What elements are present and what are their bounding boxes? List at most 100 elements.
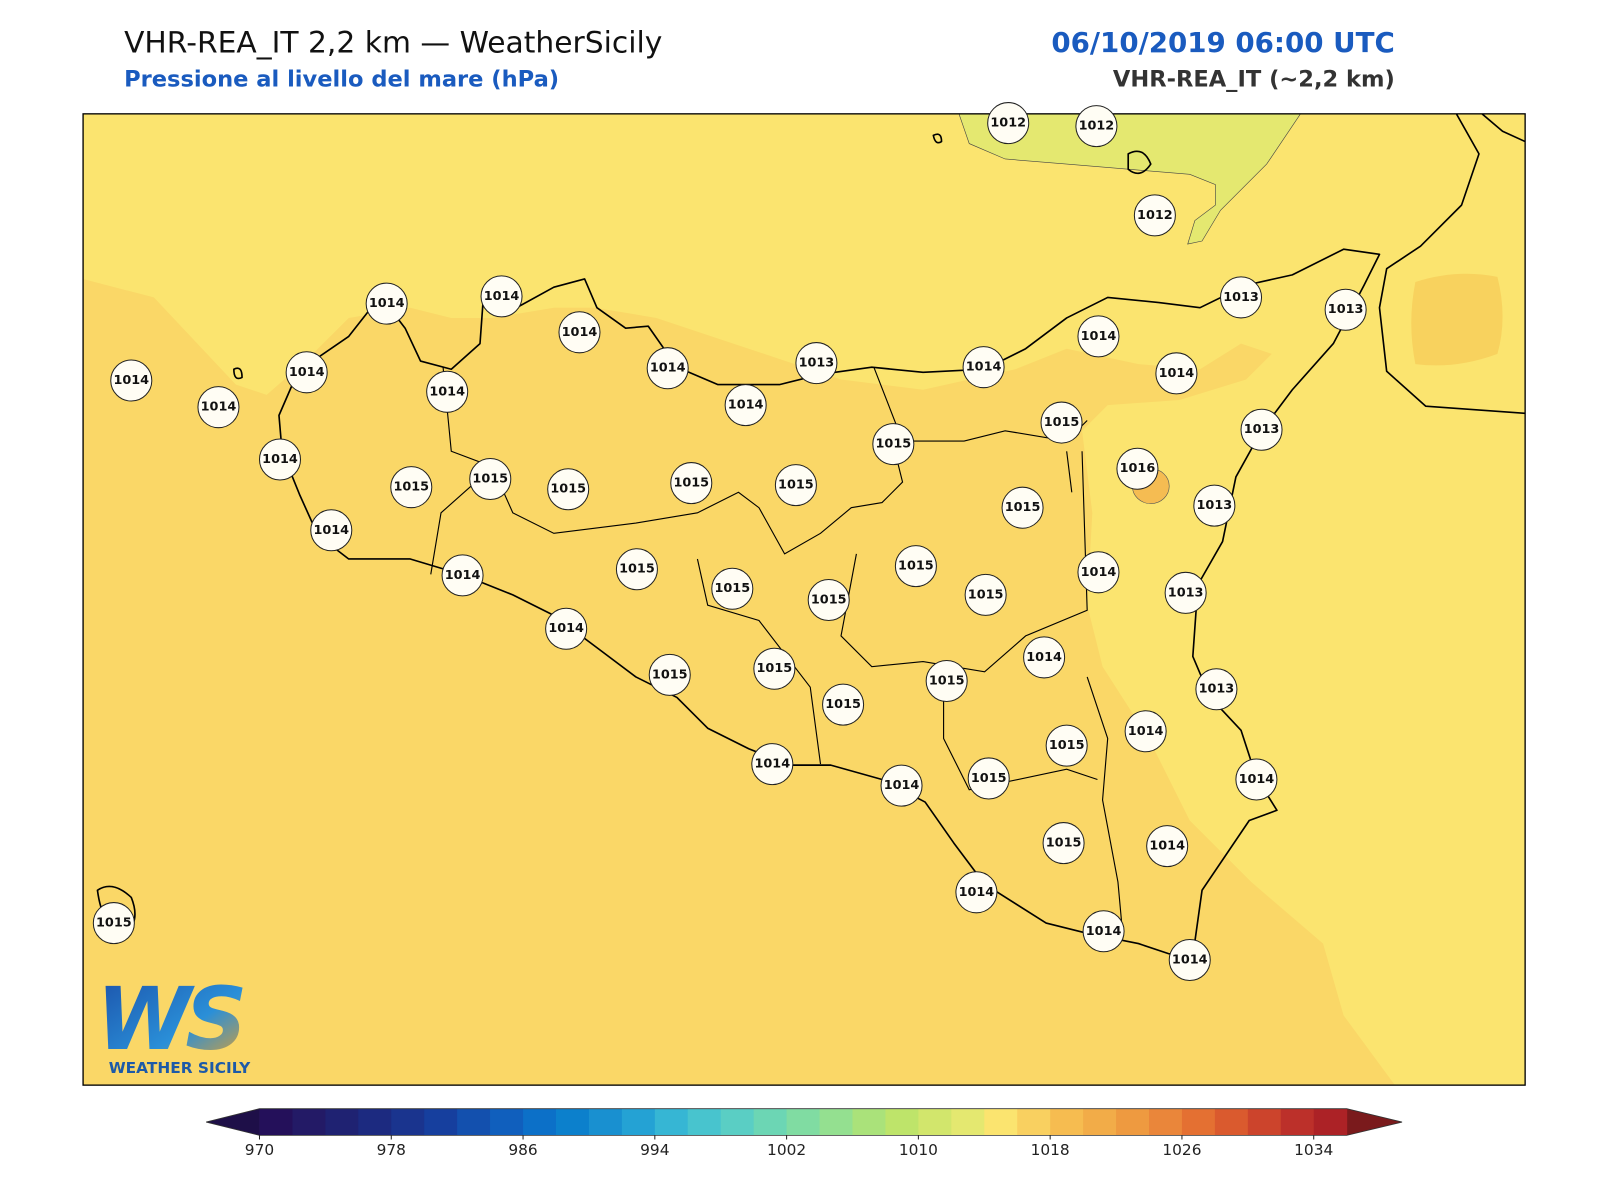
logo: WS WEATHER SICILY [96,970,251,1077]
colorbar-box [1148,1108,1183,1136]
station-value: 1014 [728,398,764,413]
station-value: 1015 [968,587,1004,602]
station-value: 1015 [1005,500,1041,515]
station: 1015 [615,548,658,591]
station: 1014 [197,386,240,429]
field-1014-blob [1411,273,1503,366]
station-marker [807,578,850,622]
station-marker [711,567,754,610]
station: 1013 [1324,288,1367,331]
station-value: 1015 [1049,738,1085,753]
station-value: 1015 [1044,415,1080,430]
station-marker [1040,401,1083,444]
station: 1015 [547,468,590,511]
station: 1015 [648,653,691,696]
station-marker [1116,447,1159,490]
station: 1015 [753,647,796,690]
station-value: 1013 [1244,422,1280,437]
colorbar: 970 978 986 994 1002 1010 1018 1026 1034 [206,1108,1403,1159]
colorbar-box [391,1108,425,1136]
station-marker [962,346,1005,389]
station-value: 1014 [884,778,920,793]
station-value: 1015 [757,661,793,676]
colorbar-box [424,1108,458,1136]
station: 1012 [1075,105,1118,148]
colorbar-box [786,1108,821,1136]
colorbar-box [1050,1108,1084,1136]
station: 1013 [1219,276,1263,319]
colorbar-box [259,1108,293,1136]
title: VHR-REA_IT 2,2 km — WeatherSicily [124,26,662,61]
station-value: 1015 [472,471,508,486]
station: 1014 [1077,315,1120,358]
station-value: 1014 [650,361,686,376]
station: 1014 [724,384,767,427]
station-marker [545,607,588,650]
station-value: 1014 [966,360,1002,375]
station: 1015 [390,466,433,509]
station-value: 1013 [1197,498,1233,513]
station-value: 1014 [289,365,325,380]
station-marker [822,683,865,726]
station-value: 1015 [778,478,814,493]
station-value: 1015 [550,482,586,497]
station-value: 1012 [990,116,1026,131]
colorbar-box [753,1108,788,1136]
colorbar-box [1083,1108,1117,1136]
station-value: 1014 [262,452,298,467]
colorbar-over [1346,1108,1403,1136]
colorbar-box [523,1108,557,1136]
station-marker [955,871,998,914]
station: 1015 [1001,486,1044,529]
station: 1014 [880,764,923,807]
colorbar-box [1214,1108,1249,1136]
station-value: 1013 [1223,290,1259,305]
station-value: 1015 [875,437,911,452]
colorbar-box [819,1108,854,1136]
station-value: 1014 [201,400,237,415]
station-value: 1014 [1172,953,1208,968]
station: 1015 [822,683,865,726]
station: 1015 [872,423,915,466]
station: 1013 [1193,484,1236,527]
colorbar-box [1017,1108,1051,1136]
station-value: 1014 [1159,366,1195,381]
station-marker [1077,551,1120,594]
colorbar-box [1116,1108,1150,1136]
station-marker [894,545,937,588]
station-value: 1015 [652,667,688,682]
station-marker [1235,758,1278,801]
station-value: 1014 [754,757,790,772]
station: 1014 [285,351,328,394]
station-marker [1075,105,1118,148]
station: 1015 [967,757,1010,800]
colorbar-tick-label: 970 [245,1141,274,1159]
station: 1014 [365,282,408,325]
station-value: 1014 [1128,724,1164,739]
station-value: 1014 [369,296,405,311]
station: 1014 [1146,825,1189,868]
station-marker [258,438,302,481]
station-marker [1133,194,1176,237]
station-marker [1001,486,1044,529]
colorbar-box [918,1108,952,1136]
station-labels: 1012 1012 1012 1014 1014 1014 1014 1013 1014 1014… [92,102,1367,982]
station: 1012 [1133,194,1176,237]
station: 1014 [110,359,153,402]
station: 1014 [1023,636,1066,679]
station-marker [872,423,915,466]
station-value: 1015 [1046,836,1082,851]
station: 1014 [258,438,302,481]
station: 1015 [894,545,937,588]
station-marker [880,764,923,807]
station-value: 1014 [1026,650,1062,665]
station-marker [1124,710,1167,753]
station-marker [1195,668,1238,711]
colorbar-box [720,1108,755,1136]
colorbar-box [325,1108,359,1136]
station-marker [648,653,691,696]
colorbar-tick-label: 1026 [1162,1141,1201,1159]
station-marker [1042,822,1085,865]
colorbar-box [1247,1108,1282,1136]
station-marker [1324,288,1367,331]
